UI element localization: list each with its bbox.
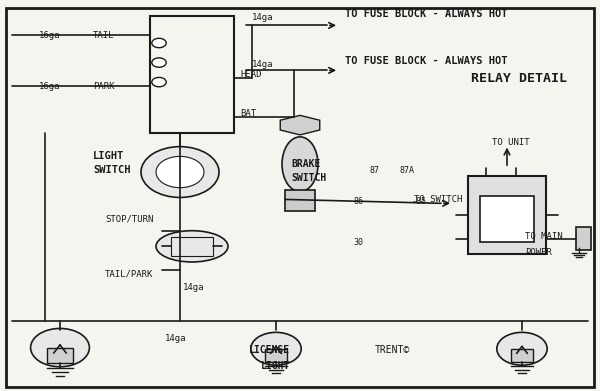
Ellipse shape [156, 231, 228, 262]
Bar [285, 190, 315, 211]
Ellipse shape [282, 137, 318, 192]
Circle shape [152, 58, 166, 67]
Text: 87: 87 [370, 165, 380, 175]
Text: TO MAIN: TO MAIN [525, 232, 563, 241]
Text: TO FUSE BLOCK - ALWAYS HOT: TO FUSE BLOCK - ALWAYS HOT [345, 56, 508, 66]
Text: 14ga: 14ga [183, 283, 205, 292]
Polygon shape [280, 115, 320, 135]
Text: TO FUSE BLOCK - ALWAYS HOT: TO FUSE BLOCK - ALWAYS HOT [345, 9, 508, 19]
Text: 87A: 87A [400, 165, 415, 175]
Text: 16ga: 16ga [39, 81, 61, 91]
Text: 30: 30 [354, 238, 364, 247]
Text: TO SWITCH: TO SWITCH [414, 195, 463, 204]
Circle shape [152, 38, 166, 48]
Text: STOP/TURN: STOP/TURN [105, 214, 154, 224]
Text: POWER: POWER [525, 248, 552, 257]
Bar [576, 227, 591, 250]
Text: LIGHT: LIGHT [261, 361, 290, 371]
Text: HEAD: HEAD [240, 70, 262, 79]
Circle shape [497, 332, 547, 365]
Bar [468, 176, 546, 254]
Text: TAIL/PARK: TAIL/PARK [105, 269, 154, 278]
Text: LICENSE: LICENSE [249, 345, 290, 355]
Bar [47, 348, 73, 363]
Text: -85: -85 [412, 197, 426, 206]
Bar [480, 196, 534, 242]
Bar [265, 349, 287, 362]
Text: PARK: PARK [93, 81, 115, 91]
Text: RELAY DETAIL: RELAY DETAIL [471, 72, 567, 85]
Circle shape [156, 156, 204, 188]
Text: SWITCH: SWITCH [291, 173, 326, 183]
Circle shape [251, 332, 301, 365]
Text: TAIL: TAIL [93, 30, 115, 40]
Bar [171, 237, 213, 256]
Bar [150, 16, 234, 133]
Text: TO UNIT: TO UNIT [492, 138, 530, 147]
Circle shape [31, 328, 89, 367]
Text: 86: 86 [354, 197, 364, 206]
Text: LIGHT: LIGHT [93, 151, 124, 161]
Text: TRENT©: TRENT© [375, 345, 410, 355]
Text: 14ga: 14ga [252, 60, 274, 69]
Circle shape [152, 77, 166, 87]
Bar [511, 349, 533, 362]
Text: BRAKE: BRAKE [291, 159, 320, 169]
Circle shape [141, 147, 219, 197]
Text: 14ga: 14ga [252, 13, 274, 22]
Text: SWITCH: SWITCH [93, 165, 131, 175]
Text: BAT: BAT [240, 109, 256, 118]
Text: 14ga: 14ga [165, 334, 187, 343]
Text: 16ga: 16ga [39, 30, 61, 40]
